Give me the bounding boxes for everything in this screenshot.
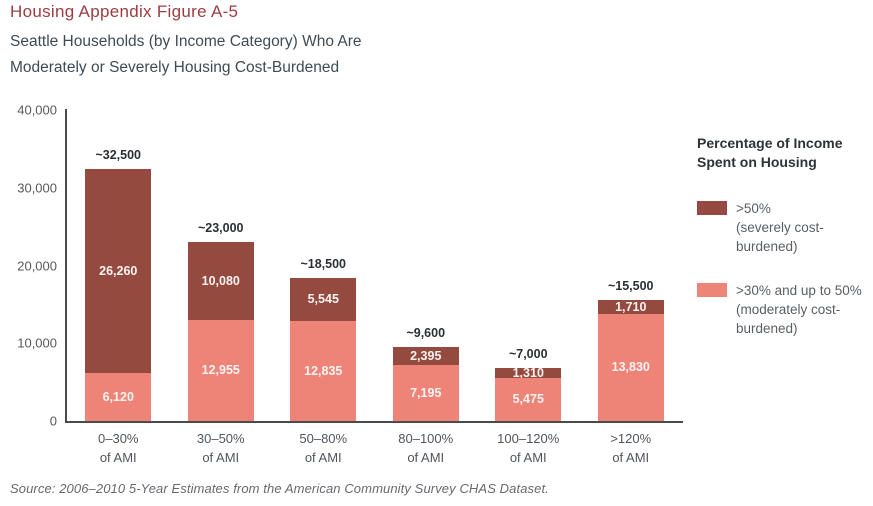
segment-value-label: 10,080 — [201, 273, 240, 288]
x-axis-label-range: 30–50% — [196, 431, 245, 446]
x-axis-label-range: >120% — [610, 431, 652, 446]
legend-items: >50% (severely cost-burdened) >30% and up … — [697, 199, 869, 338]
y-axis-tick-label: 40,000 — [17, 102, 57, 118]
figure-subtitle-line-2: Moderately or Severely Housing Cost-Burd… — [10, 59, 340, 76]
x-axis-label-suffix: of AMI — [407, 449, 445, 465]
x-axis: 0–30% of AMI 30–50% of AMI 50–80% of AMI 80–10… — [67, 430, 682, 467]
x-axis-label-range: 50–80% — [299, 431, 348, 446]
legend-item-line: >30% and up to 50% — [736, 283, 862, 298]
figure-subtitle-line-1: Seattle Households (by Income Category) … — [10, 33, 362, 50]
x-axis-label: 0–30% of AMI — [67, 430, 169, 467]
figure-title: Housing Appendix Figure A-5 — [10, 2, 239, 21]
x-axis-label-range: 0–30% — [98, 431, 139, 446]
legend: Percentage of Income Spent on Housing >5… — [697, 134, 869, 338]
legend-item-line: (moderately cost- — [736, 302, 841, 317]
legend-item: >30% and up to 50% (moderately cost-burde… — [697, 281, 869, 338]
bar-total-label: ~18,500 — [300, 257, 347, 272]
x-axis-line — [65, 421, 683, 423]
segment-value-label: 2,395 — [410, 348, 442, 363]
segment-value-label: 12,835 — [304, 363, 343, 378]
legend-title-line-1: Percentage of Income — [697, 135, 843, 151]
legend-title: Percentage of Income Spent on Housing — [697, 134, 869, 172]
legend-item-label: >50% (severely cost-burdened) — [736, 199, 824, 256]
plot-area: ~32,500 26,260 6,120 ~23,000 10,080 12,955 ~18… — [67, 110, 682, 421]
segment-severe: 2,395 — [392, 346, 459, 366]
source-note: Source: 2006–2010 5-Year Estimates from … — [10, 481, 549, 496]
stacked-bar: ~23,000 10,080 12,955 — [187, 221, 254, 421]
legend-title-line-2: Spent on Housing — [697, 154, 817, 170]
x-axis-label-suffix: of AMI — [509, 449, 547, 465]
legend-item-label: >30% and up to 50% (moderately cost-burde… — [736, 281, 862, 338]
segment-value-label: 13,830 — [611, 360, 650, 374]
x-axis-label: 80–100% of AMI — [375, 430, 477, 467]
y-axis-tick-label: 30,000 — [17, 180, 57, 196]
x-axis-label: 30–50% of AMI — [170, 430, 272, 467]
x-axis-label: >120% of AMI — [580, 430, 682, 467]
segment-value-label: 6,120 — [102, 389, 134, 404]
bar-total-label: ~7,000 — [508, 347, 548, 362]
y-axis-line — [65, 109, 67, 423]
y-axis-tick-label: 20,000 — [17, 258, 57, 273]
bar-total-label: ~32,500 — [95, 148, 142, 163]
segment-value-label: 1,710 — [615, 299, 647, 314]
bar-total-label: ~15,500 — [607, 279, 654, 294]
legend-item-line: burdened) — [736, 239, 798, 254]
segment-moderate: 5,475 — [495, 378, 562, 421]
x-axis-label: 50–80% of AMI — [272, 430, 374, 467]
x-axis-label-suffix: of AMI — [99, 449, 137, 465]
legend-swatch-moderate — [697, 283, 727, 297]
bar-total-label: ~9,600 — [406, 325, 446, 340]
segment-severe: 10,080 — [187, 241, 254, 321]
x-axis-label-suffix: of AMI — [202, 449, 240, 465]
y-axis: 0 10,000 20,000 30,000 40,000 — [0, 103, 57, 429]
x-axis-label-suffix: of AMI — [304, 449, 342, 465]
segment-severe: 5,545 — [290, 278, 357, 322]
segment-value-label: 12,955 — [201, 363, 240, 378]
segment-moderate: 12,955 — [187, 320, 254, 421]
segment-severe: 1,310 — [495, 366, 562, 381]
segment-value-label: 1,310 — [512, 366, 544, 381]
y-axis-tick-label: 0 — [49, 413, 57, 429]
legend-item-line: (severely cost- — [736, 220, 824, 235]
segment-value-label: 5,545 — [307, 292, 339, 307]
legend-swatch-severe — [697, 201, 727, 215]
x-axis-label: 100–120% of AMI — [477, 430, 579, 467]
segment-moderate: 6,120 — [85, 373, 152, 421]
segment-value-label: 5,475 — [512, 392, 544, 407]
stacked-bar: ~7,000 1,310 5,475 — [495, 347, 562, 421]
segment-severe: 1,710 — [597, 299, 664, 314]
legend-item-line: burdened) — [736, 321, 798, 336]
stacked-bar: ~9,600 2,395 7,195 — [392, 326, 459, 421]
x-axis-label-range: 100–120% — [497, 431, 560, 446]
stacked-bar: ~32,500 26,260 6,120 — [85, 148, 152, 421]
segment-value-label: 26,260 — [99, 264, 138, 279]
x-axis-label-suffix: of AMI — [612, 449, 650, 465]
segment-moderate: 13,830 — [597, 313, 664, 421]
stacked-bar: ~18,500 5,545 12,835 — [290, 257, 357, 421]
segment-moderate: 12,835 — [290, 321, 357, 421]
legend-item: >50% (severely cost-burdened) — [697, 199, 869, 256]
x-axis-label-range: 80–100% — [398, 431, 454, 446]
segment-moderate: 7,195 — [392, 365, 459, 421]
segment-severe: 26,260 — [85, 169, 152, 374]
legend-item-line: >50% — [736, 201, 771, 216]
stacked-bar: ~15,500 1,710 13,830 — [597, 279, 664, 421]
bar-total-label: ~23,000 — [197, 220, 244, 235]
segment-value-label: 7,195 — [410, 385, 442, 400]
figure-subtitle: Seattle Households (by Income Category) … — [10, 29, 362, 81]
y-axis-tick-label: 10,000 — [17, 335, 57, 351]
